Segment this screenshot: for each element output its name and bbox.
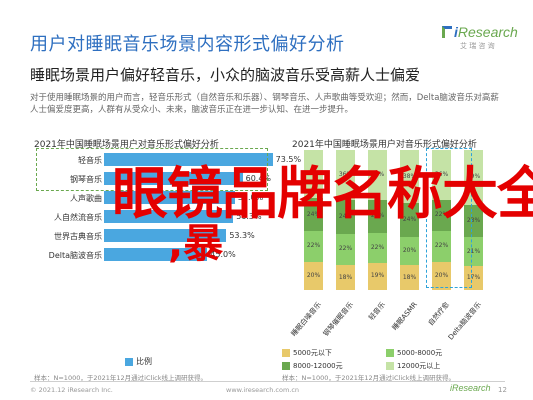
hbar-category-label: Delta脑波音乐 (48, 251, 102, 260)
stacked-segment: 24% (336, 200, 355, 234)
legend-label: 8000-12000元 (293, 362, 343, 370)
stacked-segment: 36% (336, 150, 355, 201)
logo-mark-icon (442, 26, 452, 38)
stacked-segment: 36% (368, 150, 387, 201)
footer-url: www.iresearch.com.cn (226, 386, 300, 394)
hbar-row: 世界古典音乐 53.3% (0, 229, 533, 243)
stacked-segment: 22% (432, 200, 451, 232)
stacked-segment: 17% (464, 266, 483, 290)
hbar-category-label: 人声歌曲 (70, 194, 102, 203)
legend-item: 5000-8000元 (386, 348, 490, 358)
stacked-segment: 36% (432, 150, 451, 201)
right-chart-legend: 5000元以下 5000-8000元 8000-12000元 12000元以上 (282, 348, 502, 374)
legend-label: 比例 (136, 357, 152, 366)
legend-swatch (386, 349, 394, 357)
stacked-segment: 19% (368, 263, 387, 290)
right-chart-note: 样本：N=1000，于2021年12月通过iClick线上调研获得。 (282, 374, 455, 382)
legend-swatch (125, 357, 133, 366)
logo-text: iResearch (454, 24, 518, 40)
hbar-value-label: 53.3% (229, 231, 255, 240)
hbar (104, 172, 243, 185)
hbar-row: 轻音乐 73.5% (0, 153, 533, 167)
stacked-segment: 38% (400, 150, 419, 204)
hbar-category-label: 世界古典音乐 (54, 232, 102, 241)
highlight-box-right (426, 148, 472, 288)
hbar-category-label: 轻音乐 (78, 156, 102, 165)
stacked-bar: 19% 22% 23% 36% (368, 150, 387, 290)
stacked-segment: 22% (304, 231, 323, 262)
stacked-bar: 17% 21% 23% 39% (464, 150, 483, 290)
stacked-bar: 18% 20% 24% 38% (400, 150, 419, 290)
legend-item: 5000元以下 (282, 348, 386, 358)
left-chart-legend: 比例 (125, 356, 152, 367)
footer-copyright: © 2021.12 iResearch Inc. (30, 386, 113, 394)
stacked-segment: 23% (464, 204, 483, 237)
stacked-bar: 20% 22% 22% 36% (432, 150, 451, 290)
stacked-segment: 23% (368, 200, 387, 233)
hbar (104, 210, 234, 223)
legend-label: 5000-8000元 (397, 349, 443, 357)
overlay-subtext: ,暴 (168, 221, 224, 267)
legend-item: 8000-12000元 (282, 361, 386, 371)
legend-item: 12000元以上 (386, 361, 490, 371)
legend-label: 5000元以下 (293, 349, 332, 357)
footer-logo: iResearch (450, 383, 491, 393)
footer-divider (30, 381, 505, 382)
hbar-value-label: 56.3% (236, 212, 262, 221)
stacked-segment: 24% (400, 203, 419, 237)
hbar (104, 191, 235, 204)
hbar (104, 153, 273, 166)
hbar-row: 钢琴音乐 60.4% (0, 172, 533, 186)
hbar-value-label: 45.0% (210, 250, 236, 259)
stacked-segment: 18% (336, 264, 355, 290)
section-subtitle: 睡眠场景用户偏好轻音乐，小众的脑波音乐受高薪人士偏爱 (30, 66, 421, 84)
legend-swatch (282, 349, 290, 357)
stacked-bar: 20% 22% 24% 34% (304, 150, 323, 290)
stacked-segment: 18% (400, 264, 419, 290)
stacked-segment: 22% (432, 231, 451, 262)
stacked-segment: 20% (304, 262, 323, 290)
hbar-category-label: 人自然流音乐 (54, 213, 102, 222)
hbar-value-label: 73.5% (275, 155, 302, 164)
legend-swatch (282, 362, 290, 370)
highlight-box-left (36, 148, 268, 191)
stacked-segment: 22% (336, 234, 355, 265)
stacked-segment: 39% (464, 150, 483, 205)
logo-subtext: 艾 瑞 咨 询 (460, 42, 495, 50)
page-number: 12 (498, 386, 507, 394)
stacked-bar: 18% 22% 24% 36% (336, 150, 355, 290)
stacked-segment: 24% (304, 197, 323, 232)
left-chart-note: 样本：N=1000，于2021年12月通过iClick线上调研获得。 (34, 374, 207, 382)
hbar-value-label: 57.0% (237, 193, 264, 202)
stacked-segment: 21% (464, 236, 483, 267)
right-chart-title: 2021年中国睡眠场景用户对音乐形式偏好分析 (292, 140, 477, 150)
hbar (104, 248, 208, 261)
page-title: 用户对睡眠音乐场景内容形式偏好分析 (30, 34, 345, 55)
legend-label: 12000元以上 (397, 362, 441, 370)
stacked-segment: 22% (368, 232, 387, 264)
iresearch-logo: iResearch 艾 瑞 咨 询 (442, 24, 518, 54)
stacked-bar-chart: 20% 22% 24% 34% 18% 22% 24% 36% 19% 22% 23% 36% 18% 2… (298, 150, 498, 290)
stacked-segment: 34% (304, 150, 323, 198)
hbar (104, 229, 227, 242)
left-chart-title: 2021年中国睡眠场景用户对音乐形式偏好分析 (34, 140, 219, 150)
body-paragraph: 对于使用睡眠场景的用户而言，轻音乐形式（自然音乐和乐器）、钢琴音乐、人声歌曲等受… (30, 93, 499, 115)
legend-swatch (386, 362, 394, 370)
hbar-category-label: 钢琴音乐 (70, 175, 102, 184)
hbar-row: 人自然流音乐 56.3% (0, 210, 533, 224)
hbar-row: 人声歌曲 57.0% (0, 191, 533, 205)
stacked-segment: 20% (432, 262, 451, 290)
overlay-headline: 眼镜品牌名称大全 (112, 162, 533, 227)
stacked-segment: 20% (400, 236, 419, 265)
hbar-row: Delta脑波音乐 45.0% (0, 248, 533, 262)
hbar-value-label: 60.4% (245, 174, 272, 183)
